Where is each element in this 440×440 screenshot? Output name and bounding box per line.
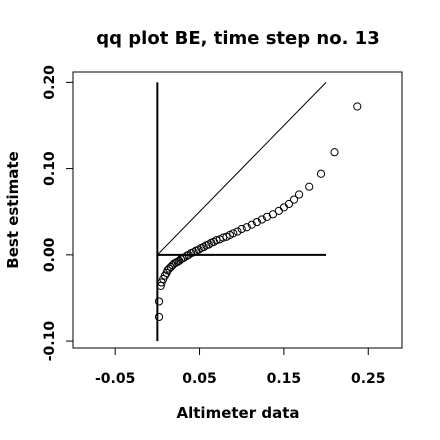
data-point [180,253,189,262]
y-tick-label: 0.00 [42,237,58,272]
data-point [252,217,262,227]
reference-lines [156,82,327,342]
data-point [305,182,314,191]
data-point [330,148,339,157]
data-point [316,169,326,178]
data-point [182,251,191,260]
data-point [229,229,238,238]
y-axis: -0.10 0.00 0.10 0.20 [42,65,74,362]
y-tick-label: 0.10 [42,151,58,186]
data-point [268,210,278,219]
y-axis-label: Best estimate [4,151,22,268]
x-axis-label: Altimeter data [177,404,300,422]
data-point [160,271,170,280]
x-tick-label: 0.05 [182,371,217,387]
x-tick-label: 0.25 [351,371,386,387]
x-axis: -0.05 0.05 0.15 0.25 [95,347,386,387]
data-point [353,102,362,111]
data-point [279,203,288,212]
data-points [154,102,362,322]
data-point [154,297,164,306]
data-point [233,227,242,236]
data-point [237,224,246,234]
y-tick-label: -0.10 [42,321,58,362]
data-point [204,240,213,249]
data-point [156,281,165,290]
data-point [274,206,283,215]
data-point [199,242,208,252]
data-point [189,248,198,257]
data-point [242,223,251,232]
data-point [294,190,304,199]
data-point [178,254,187,263]
identity-line [157,82,327,256]
data-point [284,199,294,209]
data-point [247,220,256,229]
data-point [154,312,164,322]
chart-title: qq plot BE, time step no. 13 [96,28,379,49]
data-point [184,250,193,259]
plot-frame [72,71,403,349]
y-tick-label: 0.20 [42,65,58,100]
x-tick-label: 0.15 [267,371,302,387]
data-point [257,215,267,224]
data-point [289,195,299,204]
data-point [194,245,203,254]
x-tick-label: -0.05 [95,371,135,387]
